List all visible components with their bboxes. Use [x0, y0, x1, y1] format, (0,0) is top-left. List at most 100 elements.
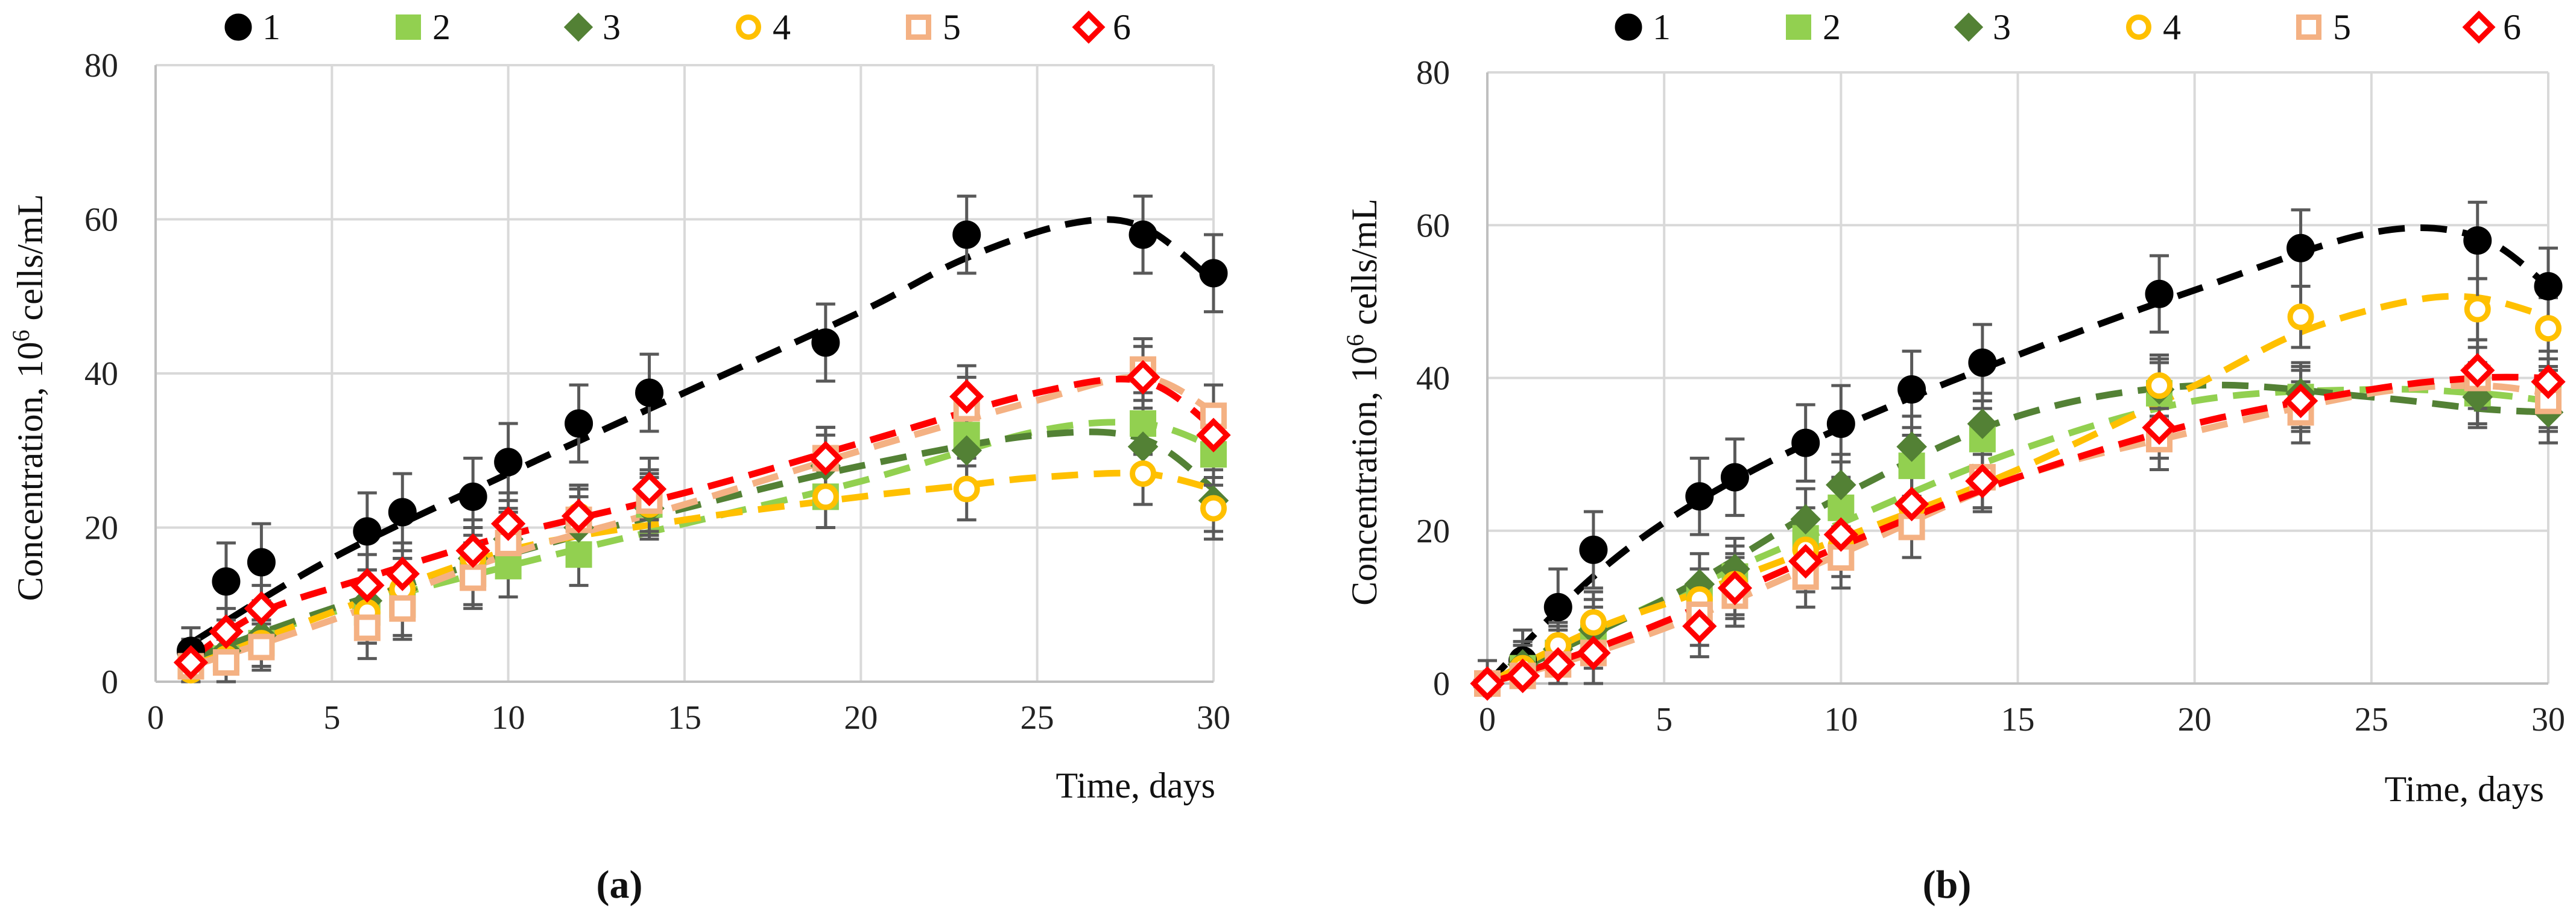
y-tick-label: 40 — [1416, 360, 1450, 398]
data-point-series-1 — [458, 482, 487, 511]
data-point-series-6 — [561, 498, 597, 534]
data-point-series-1 — [1968, 348, 1997, 377]
y-axis-title-suffix: cells/mL — [10, 194, 50, 330]
fit-line-series-6 — [1486, 373, 2549, 687]
data-point-series-1 — [2463, 226, 2492, 255]
data-point-series-6 — [1788, 544, 1823, 579]
data-point-series-6 — [2142, 410, 2177, 445]
data-point-series-3 — [2462, 381, 2493, 413]
data-point-series-4 — [2287, 303, 2314, 331]
fit-line-series-6 — [189, 375, 1216, 662]
data-point-series-1 — [2534, 272, 2563, 301]
x-tick-label: 25 — [1021, 699, 1054, 737]
legend-marker-series-5 — [2296, 14, 2321, 40]
data-point-series-1 — [1791, 428, 1820, 457]
legend-label-series-4: 4 — [2163, 7, 2181, 47]
legend-label-series-5: 5 — [943, 7, 961, 47]
gridlines — [154, 64, 1215, 683]
y-axis-title: Concentration, 106 cells/mL — [7, 194, 50, 601]
data-point-series-6 — [1823, 517, 1858, 552]
y-axis-title-suffix: cells/mL — [1344, 198, 1384, 334]
y-tick-label: 80 — [84, 47, 118, 84]
data-point-series-6 — [808, 440, 843, 476]
fit-line-series-2 — [189, 419, 1215, 662]
legend-label-series-3: 3 — [603, 7, 621, 47]
legend-marker-series-4 — [2126, 14, 2151, 40]
data-points — [1470, 226, 2566, 701]
data-point-series-6 — [1505, 658, 1540, 694]
data-point-series-6 — [1540, 647, 1575, 682]
legend-label-series-4: 4 — [773, 7, 791, 47]
data-point-series-5 — [248, 633, 275, 661]
fit-line-series-3 — [189, 428, 1216, 662]
data-point-series-6 — [2460, 353, 2495, 388]
panel-label-a: (a) — [597, 863, 643, 907]
y-tick-label: 60 — [84, 201, 118, 239]
y-axis-title: Concentration, 106 cells/mL — [1341, 198, 1384, 606]
x-tick-label: 30 — [1197, 699, 1230, 737]
data-point-series-1 — [565, 409, 593, 438]
data-point-series-6 — [244, 591, 279, 626]
x-tick-label: 10 — [1824, 701, 1858, 738]
legend-label-series-3: 3 — [1993, 7, 2011, 47]
x-axis-title: Time, days — [2385, 769, 2545, 809]
legend-label-series-2: 2 — [1823, 7, 1841, 47]
x-tick-label: 5 — [1656, 701, 1673, 738]
data-point-series-6 — [949, 379, 984, 414]
data-point-series-2 — [565, 541, 592, 568]
data-point-series-1 — [247, 548, 276, 577]
legend-label-series-1: 1 — [1653, 7, 1671, 47]
data-point-series-3 — [1684, 569, 1715, 600]
data-point-series-6 — [350, 568, 385, 603]
fit-line-series-4 — [1486, 293, 2549, 687]
data-point-series-1 — [1720, 463, 1749, 492]
data-point-series-6 — [385, 556, 420, 591]
data-point-series-6 — [2531, 364, 2566, 399]
data-point-series-4 — [953, 475, 980, 503]
legend: 1 2 3 4 5 6 — [1615, 7, 2521, 47]
data-point-series-2 — [495, 553, 522, 580]
legend-marker-series-2 — [1786, 14, 1811, 40]
data-point-series-1 — [1826, 409, 1855, 438]
data-point-series-3 — [1127, 431, 1159, 462]
data-point-series-6 — [631, 471, 667, 507]
legend-marker-series-6 — [1072, 10, 1106, 44]
legend: 1 2 3 4 5 6 — [224, 7, 1131, 47]
data-point-series-4 — [2146, 372, 2173, 399]
data-point-series-1 — [635, 378, 664, 407]
y-axis-title-superscript: 6 — [7, 330, 34, 342]
data-point-series-3 — [1790, 504, 1821, 535]
data-point-series-1 — [212, 567, 241, 596]
y-axis-title-superscript: 6 — [1341, 334, 1369, 346]
data-point-series-1 — [1199, 259, 1228, 288]
data-point-series-5 — [389, 595, 416, 622]
x-tick-label: 20 — [2178, 701, 2212, 738]
data-point-series-6 — [1470, 666, 1505, 701]
y-tick-label: 80 — [1416, 54, 1450, 92]
legend-label-series-6: 6 — [2503, 7, 2521, 47]
data-point-series-5 — [353, 614, 381, 641]
data-point-series-1 — [2145, 279, 2174, 308]
data-point-series-1 — [1128, 220, 1157, 249]
fit-line-series-5 — [189, 373, 1215, 670]
data-point-series-6 — [1682, 609, 1717, 644]
data-point-series-4 — [1130, 460, 1157, 487]
data-point-series-1 — [388, 498, 417, 527]
data-point-series-6 — [1717, 571, 1753, 606]
data-point-series-5 — [212, 649, 239, 676]
data-point-series-6 — [209, 614, 244, 649]
fit-line-series-3 — [1486, 381, 2549, 687]
data-point-series-3 — [1896, 431, 1927, 462]
x-tick-label: 5 — [323, 699, 340, 737]
error-bars — [181, 194, 1223, 684]
fit-line-series-1 — [1485, 224, 2551, 686]
legend-marker-series-4 — [736, 14, 761, 40]
data-point-series-1 — [1685, 482, 1714, 511]
data-point-series-1 — [2286, 233, 2315, 262]
data-point-series-5 — [460, 564, 487, 591]
y-tick-label: 20 — [1416, 513, 1450, 550]
x-tick-label: 15 — [2001, 701, 2035, 738]
x-tick-label: 20 — [844, 699, 878, 737]
legend-marker-series-3 — [1954, 12, 1984, 42]
